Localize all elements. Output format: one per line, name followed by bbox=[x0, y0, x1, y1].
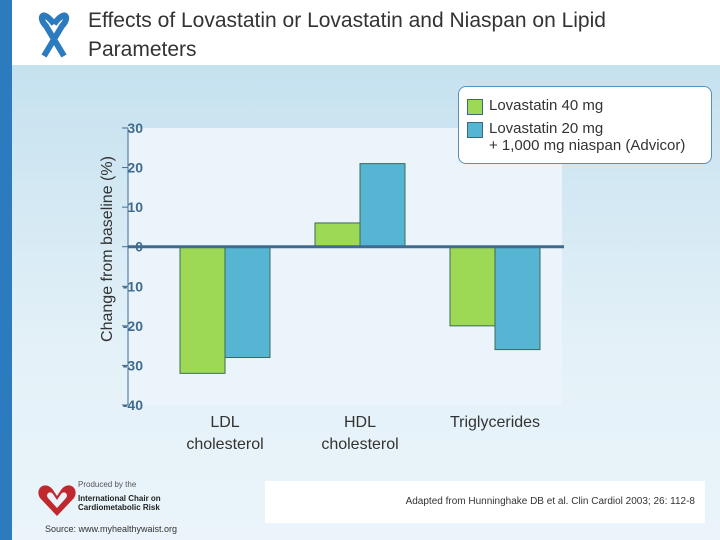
side-strip bbox=[0, 0, 12, 540]
legend-label: Lovastatin 40 mg bbox=[489, 97, 604, 114]
legend: Lovastatin 40 mg Lovastatin 20 mg + 1,000… bbox=[458, 86, 712, 164]
x-tick-label-line: cholesterol bbox=[186, 436, 264, 453]
x-tick-label-line: Triglycerides bbox=[449, 414, 541, 431]
org-name-line2: Cardiometabolic Risk bbox=[78, 503, 160, 512]
ribbon-logo-icon bbox=[38, 12, 70, 58]
y-tick-label: -10 bbox=[123, 278, 143, 294]
bar-1-1 bbox=[359, 163, 406, 248]
y-axis-label: Change from baseline (%) bbox=[99, 156, 116, 342]
x-tick-label-line: LDL bbox=[210, 414, 240, 431]
y-tick-label: 0 bbox=[135, 239, 143, 255]
y-tick-label: 30 bbox=[127, 120, 143, 136]
y-tick-label: -40 bbox=[123, 397, 143, 413]
legend-label-line: + 1,000 mg niaspan (Advicor) bbox=[489, 137, 686, 154]
produced-by: Produced by the bbox=[78, 480, 137, 489]
y-tick-label: -20 bbox=[123, 318, 143, 334]
x-tick-label-line: cholesterol bbox=[321, 436, 399, 453]
x-tick-label-line: HDL bbox=[343, 414, 376, 431]
legend-item-advicor: Lovastatin 20 mg + 1,000 mg niaspan (Advi… bbox=[467, 120, 685, 154]
page-title: Effects of Lovastatin or Lovastatin and … bbox=[88, 9, 606, 61]
org-name-line1: International Chair on bbox=[78, 494, 161, 503]
bar-0-1 bbox=[224, 246, 271, 359]
bar-1-0 bbox=[314, 222, 361, 248]
citation: Adapted from Hunninghake DB et al. Clin … bbox=[405, 496, 695, 507]
y-tick-label: -30 bbox=[123, 357, 143, 373]
citation-box: Adapted from Hunninghake DB et al. Clin … bbox=[265, 481, 705, 523]
bar-0-0 bbox=[179, 246, 226, 374]
bar-2-0 bbox=[449, 246, 496, 327]
legend-item-lovastatin-40: Lovastatin 40 mg bbox=[467, 97, 603, 115]
legend-label: Lovastatin 20 mg + 1,000 mg niaspan (Advi… bbox=[489, 120, 685, 154]
legend-swatch bbox=[467, 122, 483, 138]
source-text: Source: www.myhealthywaist.org bbox=[45, 524, 178, 534]
x-tick-label: Triglycerides bbox=[425, 412, 565, 434]
y-tick-label: 10 bbox=[127, 199, 143, 215]
x-tick-label: HDL cholesterol bbox=[290, 412, 430, 456]
legend-label-line: Lovastatin 20 mg bbox=[489, 120, 604, 137]
x-tick-label: LDL cholesterol bbox=[155, 412, 295, 456]
icc-heart-logo-icon bbox=[38, 485, 76, 516]
producer-credit: Produced by the International Chair on Car… bbox=[78, 480, 161, 512]
y-tick-label: 20 bbox=[127, 160, 143, 176]
bar-2-1 bbox=[494, 246, 541, 351]
legend-swatch bbox=[467, 99, 483, 115]
